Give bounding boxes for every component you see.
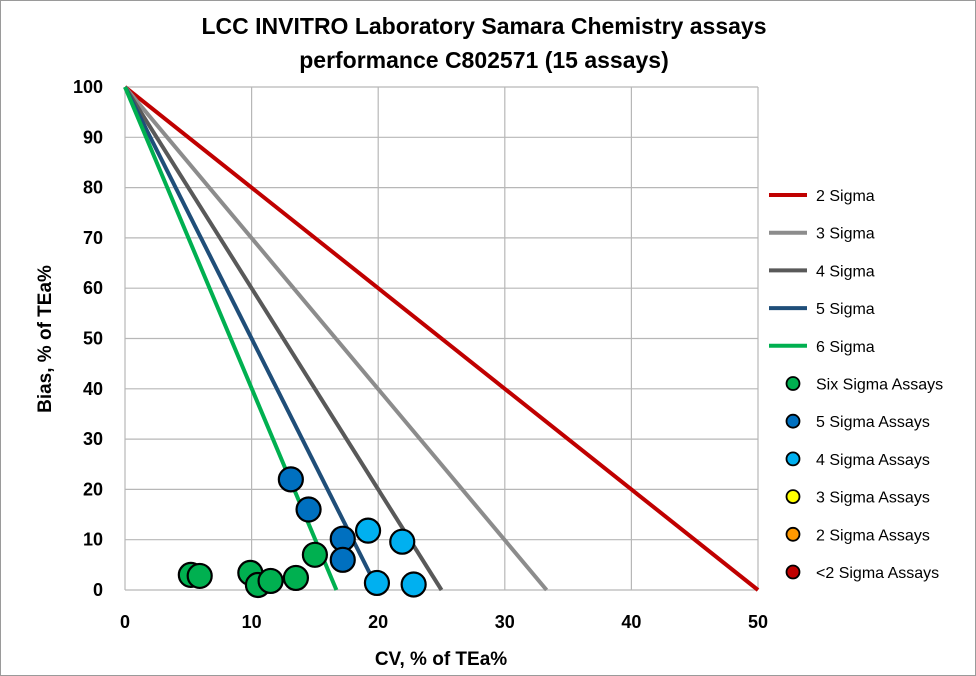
legend-label: Six Sigma Assays xyxy=(816,377,943,394)
legend-marker xyxy=(785,413,801,429)
legend-item-2-sigma: 2 Sigma xyxy=(769,188,875,205)
x-tick-label: 0 xyxy=(120,612,130,632)
x-tick-label: 10 xyxy=(242,612,262,632)
six-sigma-assays-point xyxy=(282,564,310,592)
legend-label: 5 Sigma Assays xyxy=(816,414,930,431)
y-tick-label: 30 xyxy=(83,429,103,449)
4-sigma-assays-point xyxy=(354,517,382,544)
x-axis-title: CV, % of TEa% xyxy=(375,649,507,670)
x-tick-labels: 0 10 20 30 40 50 xyxy=(120,612,768,632)
legend-item-6-sigma: 6 Sigma xyxy=(769,339,875,356)
legend-marker xyxy=(785,526,801,542)
legend-marker xyxy=(785,564,801,580)
six-sigma-assays-point xyxy=(186,562,213,590)
4-sigma-assays-point xyxy=(400,571,427,598)
5-sigma-assays-point xyxy=(329,546,356,573)
chart-title: LCC INVITRO Laboratory Samara Chemistry … xyxy=(1,9,967,77)
legend-item-5-sigma-assays: 5 Sigma Assays xyxy=(785,413,930,431)
legend-item-2-sigma-assays: <2 Sigma Assays xyxy=(785,564,939,582)
x-tick-label: 50 xyxy=(748,612,768,632)
y-tick-label: 40 xyxy=(83,379,103,399)
sigma-lines xyxy=(123,85,760,592)
4-sigma-assays-point xyxy=(389,528,416,555)
legend-item-3-sigma-assays: 3 Sigma Assays xyxy=(785,489,930,507)
sigma-line-4 xyxy=(123,85,444,592)
sigma-line-3 xyxy=(123,85,549,592)
y-tick-label: 70 xyxy=(83,228,103,248)
4-sigma-assays-point xyxy=(363,569,391,597)
legend-label: 5 Sigma xyxy=(816,301,875,318)
5-sigma-assays-point xyxy=(277,466,304,493)
legend-item-3-sigma: 3 Sigma xyxy=(769,226,875,243)
legend-label: 4 Sigma Assays xyxy=(816,452,930,469)
legend-label: 2 Sigma Assays xyxy=(816,527,930,544)
legend-item-4-sigma: 4 Sigma xyxy=(769,263,875,280)
legend-item-5-sigma: 5 Sigma xyxy=(769,301,875,318)
5-sigma-assays-point xyxy=(295,496,322,523)
legend-item-4-sigma-assays: 4 Sigma Assays xyxy=(785,451,930,469)
y-tick-label: 90 xyxy=(83,127,103,147)
legend-marker xyxy=(785,376,801,391)
y-tick-label: 0 xyxy=(93,580,103,600)
sigma-line-2 xyxy=(123,85,760,592)
x-tick-label: 40 xyxy=(621,612,641,632)
legend-marker xyxy=(785,489,801,505)
legend-label: 6 Sigma xyxy=(816,339,875,356)
data-points xyxy=(177,466,427,599)
legend-label: 3 Sigma xyxy=(816,226,875,243)
chart-title-line-1: LCC INVITRO Laboratory Samara Chemistry … xyxy=(201,13,767,39)
legend-label: 2 Sigma xyxy=(816,188,875,205)
legend: 2 Sigma 3 Sigma 4 Sigma 5 Sigma 6 Sigma Six S… xyxy=(769,188,943,582)
y-tick-label: 100 xyxy=(73,77,103,97)
legend-label: <2 Sigma Assays xyxy=(816,565,939,582)
y-tick-labels: 0 10 20 30 40 50 60 70 80 90 100 xyxy=(73,77,103,600)
y-tick-label: 60 xyxy=(83,278,103,298)
y-axis-title: Bias, % of TEa% xyxy=(35,265,56,413)
y-tick-label: 10 xyxy=(83,530,103,550)
y-tick-label: 20 xyxy=(83,479,103,499)
legend-marker xyxy=(785,451,801,467)
legend-item-2-sigma-assays: 2 Sigma Assays xyxy=(785,526,930,544)
chart-title-line-2: performance C802571 (15 assays) xyxy=(299,47,669,73)
six-sigma-assays-point xyxy=(257,567,284,595)
legend-label: 3 Sigma Assays xyxy=(816,490,930,507)
y-tick-label: 80 xyxy=(83,178,103,198)
x-tick-label: 30 xyxy=(495,612,515,632)
legend-label: 4 Sigma xyxy=(816,263,875,280)
six-sigma-assays-point xyxy=(301,541,328,568)
x-tick-label: 20 xyxy=(368,612,388,632)
legend-item-six-sigma-assays: Six Sigma Assays xyxy=(785,376,943,394)
sigma-line-5 xyxy=(123,86,380,591)
y-tick-label: 50 xyxy=(83,329,103,349)
